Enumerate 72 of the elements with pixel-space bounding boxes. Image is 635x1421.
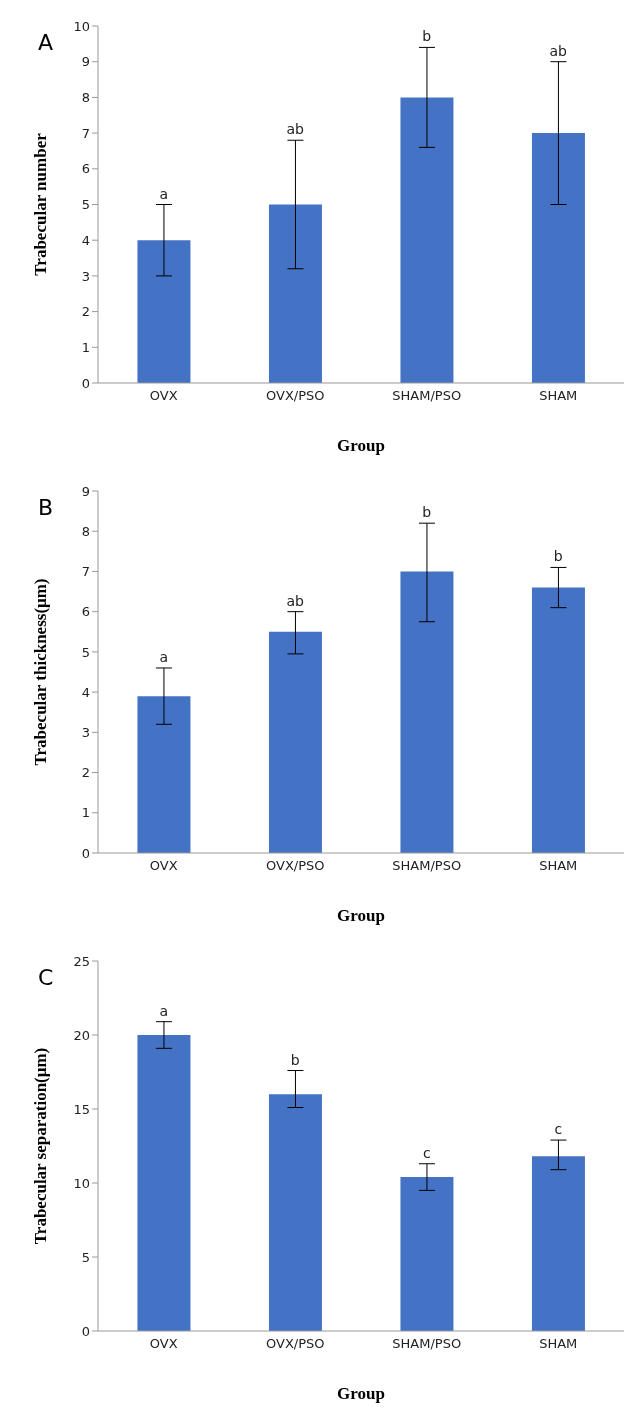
bar: [400, 97, 454, 383]
x-axis-title: Group: [337, 1384, 385, 1403]
y-tick-label: 3: [81, 724, 90, 740]
x-tick-label: SHAM: [539, 1336, 578, 1352]
annotation: a: [159, 1002, 169, 1019]
y-tick-label: 10: [73, 1175, 90, 1191]
annotation: c: [554, 1121, 563, 1138]
y-tick-label: 8: [81, 523, 90, 539]
annotation: ab: [286, 121, 305, 138]
annotation: b: [290, 1051, 300, 1068]
bar: [531, 587, 585, 853]
y-tick-label: 9: [81, 483, 90, 499]
bar: [268, 204, 322, 383]
y-tick-label: 25: [73, 953, 90, 969]
bar: [531, 133, 585, 383]
y-tick-label: 5: [81, 1249, 90, 1265]
bar: [400, 571, 454, 853]
y-tick-label: 0: [81, 845, 90, 861]
bar: [400, 1177, 454, 1331]
bar: [137, 240, 191, 383]
y-tick-label: 5: [81, 644, 90, 660]
text: C: [38, 965, 54, 990]
y-tick-label: 1: [81, 339, 90, 355]
y-tick-label: 4: [81, 684, 90, 700]
x-tick-label: OVX/PSO: [265, 858, 325, 874]
y-tick-label: 0: [81, 375, 90, 391]
bar: [268, 631, 322, 853]
bar: [137, 696, 191, 853]
y-axis-title: Trabecular thickness(μm): [31, 578, 51, 766]
annotation: a: [159, 185, 169, 202]
annotation: b: [422, 28, 432, 45]
text: B: [38, 495, 54, 520]
y-tick-label: 4: [81, 232, 90, 248]
bar: [268, 1094, 322, 1331]
y-tick-label: 7: [81, 564, 90, 580]
x-tick-label: SHAM/PSO: [392, 858, 462, 874]
y-tick-label: 0: [81, 1323, 90, 1339]
y-axis-title: Trabecular separation(μm): [31, 1047, 51, 1245]
y-tick-label: 2: [81, 304, 90, 320]
annotation: ab: [286, 592, 305, 609]
y-tick-label: 3: [81, 268, 90, 284]
annotation: b: [422, 504, 432, 521]
x-tick-label: OVX: [149, 858, 178, 874]
annotation: ab: [549, 42, 568, 59]
y-tick-label: 10: [73, 18, 90, 34]
annotation: c: [422, 1144, 431, 1161]
x-tick-label: SHAM/PSO: [392, 1336, 462, 1352]
bar: [531, 1156, 585, 1331]
x-tick-label: SHAM/PSO: [392, 388, 462, 404]
text: A: [38, 30, 54, 55]
x-tick-label: OVX: [149, 1336, 178, 1352]
y-tick-label: 6: [81, 161, 90, 177]
y-tick-label: 2: [81, 765, 90, 781]
annotation: a: [159, 648, 169, 665]
y-tick-label: 1: [81, 805, 90, 821]
annotation: b: [553, 548, 563, 565]
y-axis-title: Trabecular number: [31, 132, 51, 276]
x-axis-title: Group: [337, 906, 385, 925]
y-tick-label: 7: [81, 125, 90, 141]
x-tick-label: SHAM: [539, 388, 578, 404]
x-tick-label: OVX: [149, 388, 178, 404]
y-tick-label: 6: [81, 604, 90, 620]
y-tick-label: 8: [81, 90, 90, 106]
x-tick-label: OVX/PSO: [265, 1336, 325, 1352]
x-axis-title: Group: [337, 436, 385, 455]
bar: [137, 1035, 191, 1331]
x-tick-label: SHAM: [539, 858, 578, 874]
y-tick-label: 9: [81, 54, 90, 70]
y-tick-label: 20: [73, 1027, 90, 1043]
x-tick-label: OVX/PSO: [265, 388, 325, 404]
y-tick-label: 5: [81, 197, 90, 213]
y-tick-label: 15: [73, 1101, 90, 1117]
